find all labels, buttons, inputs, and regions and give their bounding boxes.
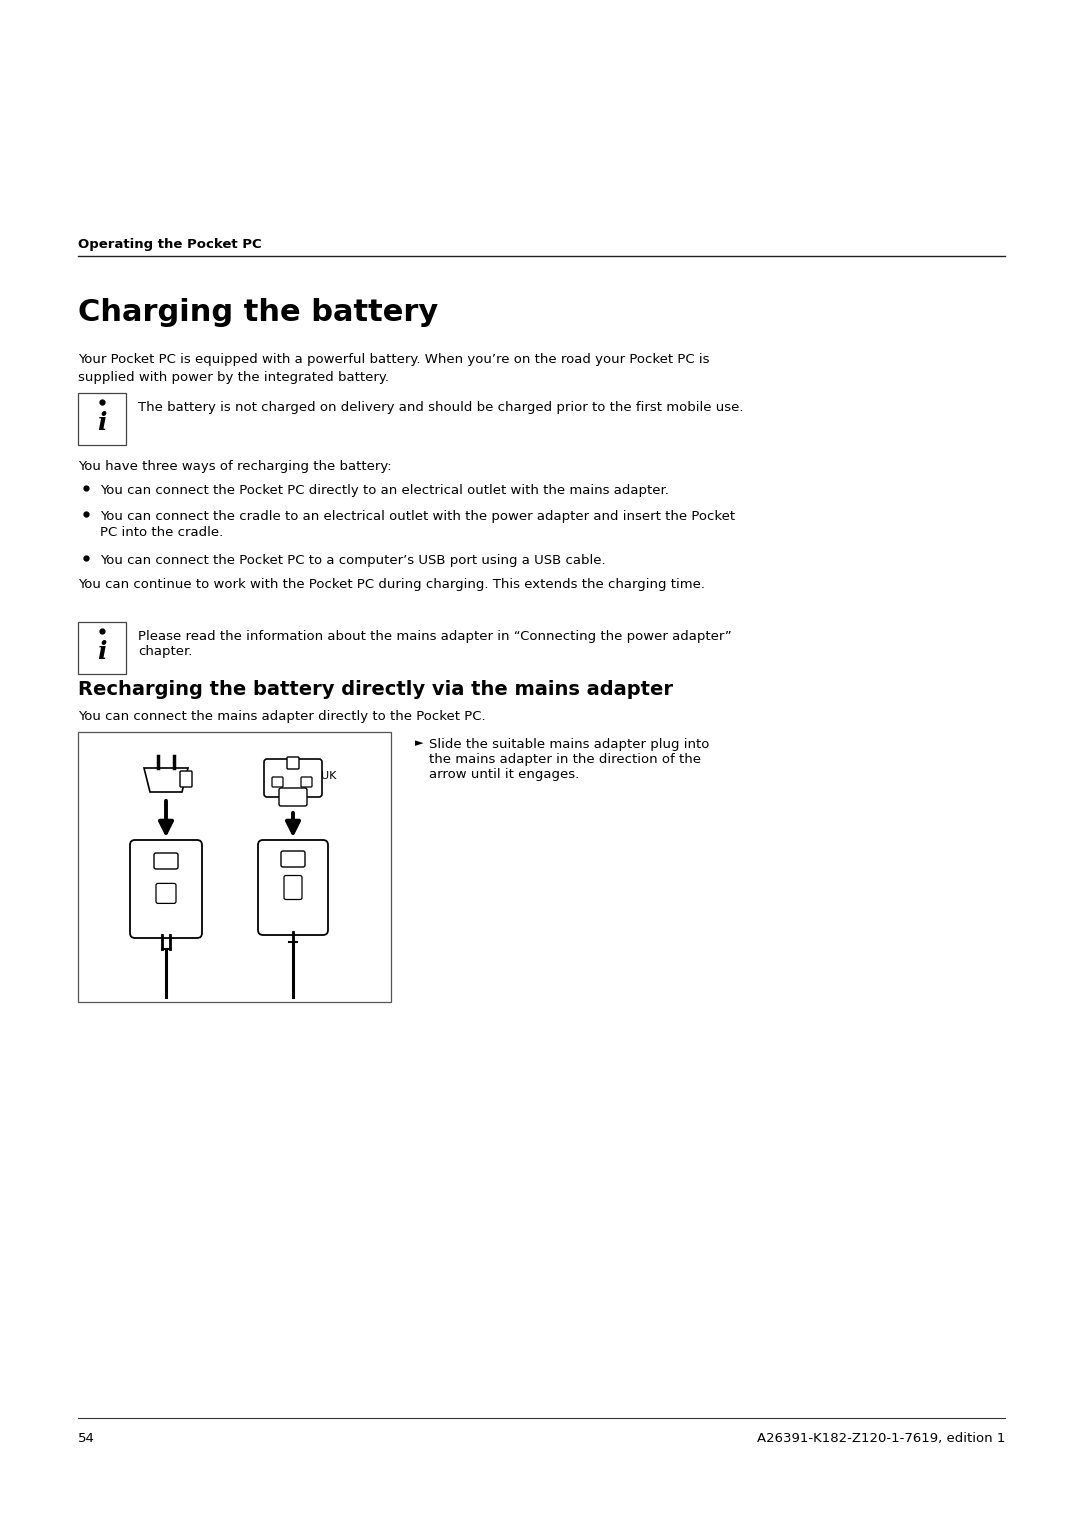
FancyBboxPatch shape bbox=[272, 778, 283, 787]
FancyBboxPatch shape bbox=[130, 840, 202, 938]
Bar bbox=[78, 622, 126, 674]
FancyBboxPatch shape bbox=[154, 853, 178, 869]
Bar bbox=[78, 393, 126, 445]
FancyBboxPatch shape bbox=[279, 788, 307, 805]
FancyBboxPatch shape bbox=[281, 851, 305, 866]
FancyBboxPatch shape bbox=[287, 756, 299, 769]
Text: A26391-K182-Z120-1-7619, edition 1: A26391-K182-Z120-1-7619, edition 1 bbox=[757, 1432, 1005, 1445]
Text: the mains adapter in the direction of the: the mains adapter in the direction of th… bbox=[429, 753, 701, 766]
Text: You can connect the cradle to an electrical outlet with the power adapter and in: You can connect the cradle to an electri… bbox=[100, 510, 735, 523]
FancyBboxPatch shape bbox=[284, 876, 302, 900]
Text: Charging the battery: Charging the battery bbox=[78, 298, 438, 327]
Text: PC into the cradle.: PC into the cradle. bbox=[100, 526, 224, 539]
Text: Slide the suitable mains adapter plug into: Slide the suitable mains adapter plug in… bbox=[429, 738, 710, 750]
Text: chapter.: chapter. bbox=[138, 645, 192, 659]
FancyBboxPatch shape bbox=[301, 778, 312, 787]
Text: You can connect the mains adapter directly to the Pocket PC.: You can connect the mains adapter direct… bbox=[78, 711, 486, 723]
Text: The battery is not charged on delivery and should be charged prior to the first : The battery is not charged on delivery a… bbox=[138, 400, 743, 414]
Text: Please read the information about the mains adapter in “Connecting the power ada: Please read the information about the ma… bbox=[138, 630, 732, 643]
Text: Operating the Pocket PC: Operating the Pocket PC bbox=[78, 238, 261, 251]
Text: Your Pocket PC is equipped with a powerful battery. When you’re on the road your: Your Pocket PC is equipped with a powerf… bbox=[78, 353, 710, 367]
Bar bbox=[78, 732, 391, 1002]
FancyBboxPatch shape bbox=[264, 759, 322, 798]
Text: You can connect the Pocket PC directly to an electrical outlet with the mains ad: You can connect the Pocket PC directly t… bbox=[100, 484, 669, 497]
Text: 54: 54 bbox=[78, 1432, 95, 1445]
FancyBboxPatch shape bbox=[258, 840, 328, 935]
Text: arrow until it engages.: arrow until it engages. bbox=[429, 769, 579, 781]
Text: i: i bbox=[97, 640, 107, 665]
Text: UK: UK bbox=[321, 772, 336, 781]
Text: You can connect the Pocket PC to a computer’s USB port using a USB cable.: You can connect the Pocket PC to a compu… bbox=[100, 555, 606, 567]
Text: You can continue to work with the Pocket PC during charging. This extends the ch: You can continue to work with the Pocket… bbox=[78, 578, 705, 591]
Text: i: i bbox=[97, 411, 107, 435]
Polygon shape bbox=[144, 769, 188, 792]
Text: ►: ► bbox=[415, 738, 423, 749]
FancyBboxPatch shape bbox=[180, 772, 192, 787]
Text: You have three ways of recharging the battery:: You have three ways of recharging the ba… bbox=[78, 460, 392, 474]
FancyBboxPatch shape bbox=[156, 883, 176, 903]
Text: Recharging the battery directly via the mains adapter: Recharging the battery directly via the … bbox=[78, 680, 673, 698]
Text: supplied with power by the integrated battery.: supplied with power by the integrated ba… bbox=[78, 371, 389, 384]
